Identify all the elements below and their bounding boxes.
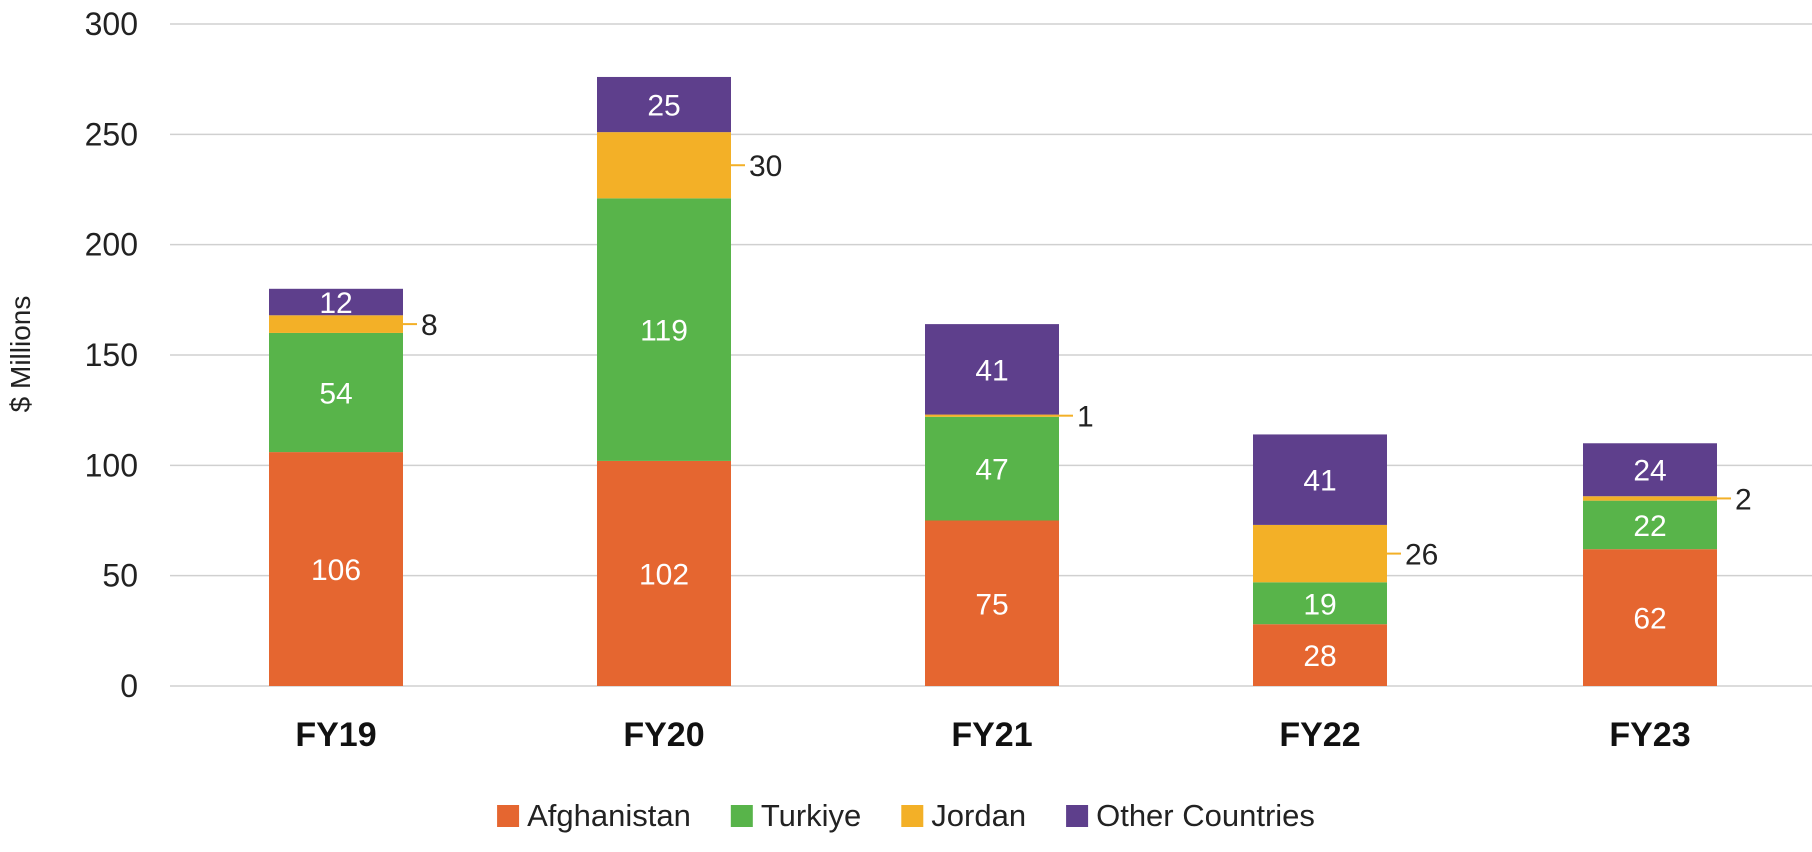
- y-tick-label: 250: [85, 116, 138, 152]
- data-label: 119: [640, 315, 688, 348]
- legend-swatch: [730, 805, 753, 827]
- bar-segment: [1583, 443, 1717, 497]
- bar-segment: [1253, 624, 1387, 686]
- data-label: 8: [421, 309, 438, 342]
- data-label: 19: [1303, 588, 1336, 621]
- bar-segment: [925, 414, 1059, 417]
- legend-swatch: [1066, 805, 1089, 827]
- data-label: 30: [749, 150, 782, 183]
- x-tick-label: FY20: [623, 716, 704, 754]
- legend-swatch: [497, 805, 520, 827]
- legend-swatch: [901, 805, 924, 827]
- bar-segment: [597, 76, 731, 133]
- bar-segment: [597, 198, 731, 461]
- y-tick-label: 100: [85, 447, 138, 483]
- data-label: 54: [319, 378, 352, 411]
- legend-item: Other Countries: [1066, 798, 1315, 833]
- data-label: 22: [1633, 510, 1666, 543]
- x-tick-label: FY21: [951, 716, 1032, 754]
- bar-stack: 28 19 26 41: [1253, 434, 1438, 686]
- y-axis-ticks: 0 50 100 150 200 250 300: [85, 6, 138, 704]
- y-tick-label: 0: [120, 668, 138, 704]
- legend-item: Jordan: [901, 798, 1026, 833]
- y-axis-label: $ Millions: [5, 296, 36, 413]
- x-axis-categories: FY19 FY20 FY21 FY22 FY23: [295, 716, 1690, 754]
- bar-segment: [1253, 582, 1387, 625]
- x-tick-label: FY19: [295, 716, 376, 754]
- bar-segment: [269, 332, 403, 453]
- data-label: 28: [1303, 640, 1336, 673]
- bar-segment: [925, 416, 1059, 521]
- bar-segment: [1583, 496, 1717, 501]
- data-label: 41: [1303, 465, 1336, 498]
- legend-item: Turkiye: [730, 798, 861, 833]
- y-tick-label: 50: [102, 558, 138, 594]
- data-label: 62: [1633, 603, 1666, 636]
- data-label: 24: [1633, 455, 1666, 488]
- y-tick-label: 300: [85, 6, 138, 42]
- bar-segment: [597, 460, 731, 686]
- data-label: 2: [1735, 483, 1752, 516]
- legend-item: Afghanistan: [497, 798, 691, 833]
- bar-segment: [269, 288, 403, 316]
- legend-label: Other Countries: [1096, 798, 1315, 833]
- bar-segment: [269, 315, 403, 333]
- y-tick-label: 200: [85, 227, 138, 263]
- x-tick-label: FY22: [1279, 716, 1360, 754]
- data-label: 106: [311, 554, 361, 587]
- bar-stack: 102 119 30 25: [597, 76, 782, 686]
- data-label: 12: [319, 287, 352, 320]
- data-label: 26: [1405, 539, 1438, 572]
- legend-label: Turkiye: [761, 798, 861, 833]
- x-tick-label: FY23: [1609, 716, 1690, 754]
- bar-stack: 75 47 1 41: [925, 324, 1094, 686]
- data-label: 102: [639, 558, 689, 591]
- bar-segment: [1583, 500, 1717, 550]
- legend-label: Jordan: [931, 798, 1026, 833]
- data-label: 25: [647, 90, 680, 123]
- bar-segment: [1253, 524, 1387, 583]
- y-tick-label: 150: [85, 337, 138, 373]
- bar-segment: [1253, 434, 1387, 525]
- bar-stack: 106 54 8 12: [269, 287, 438, 686]
- data-label: 47: [975, 454, 1008, 487]
- legend-label: Afghanistan: [527, 798, 691, 833]
- bar-segment: [597, 132, 731, 199]
- data-label: 1: [1077, 401, 1094, 434]
- data-label: 75: [975, 588, 1008, 621]
- data-label: 41: [975, 354, 1008, 387]
- bar-segment: [925, 324, 1059, 415]
- bar-segment: [1583, 549, 1717, 686]
- bar-segment: [925, 520, 1059, 686]
- bar-segment: [269, 452, 403, 686]
- legend: Afghanistan Turkiye Jordan Other Countries: [497, 798, 1315, 833]
